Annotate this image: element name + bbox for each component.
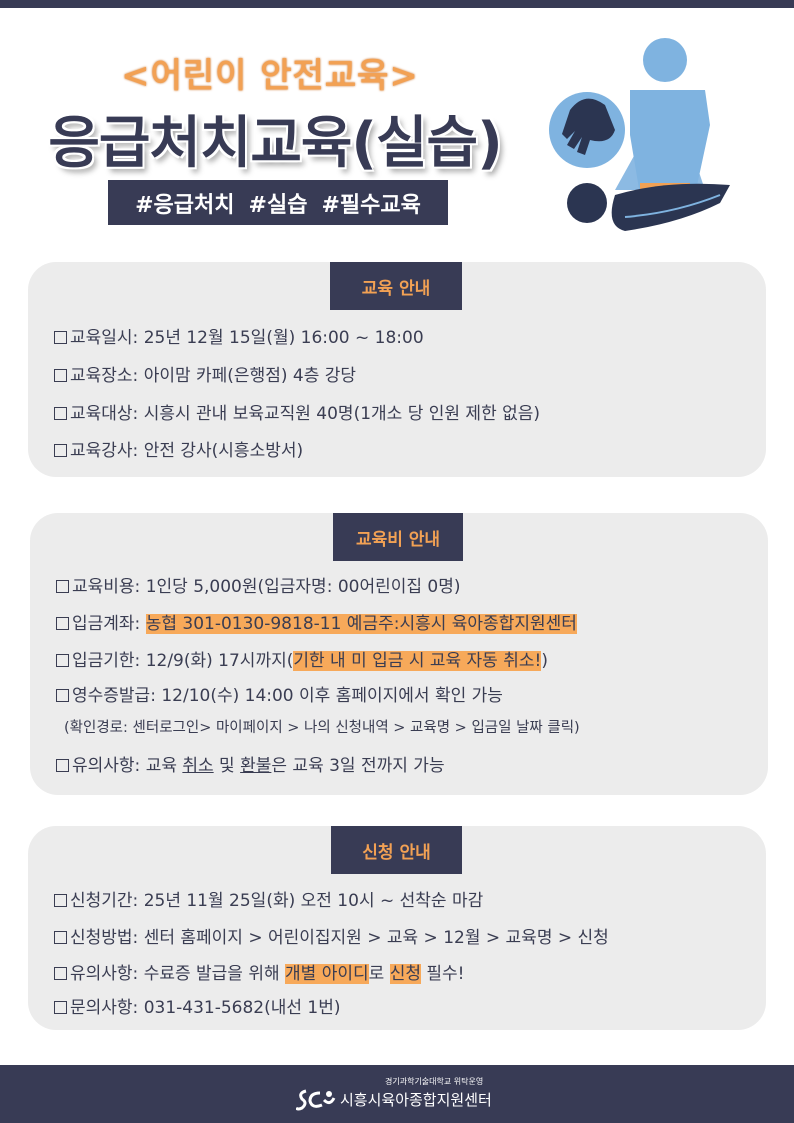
account-highlight: 농협 301-0130-9818-11 예금주:시흥시 육아종합지원센터 — [145, 614, 577, 634]
checkbox-icon — [54, 967, 67, 980]
org-name: 시흥시육아종합지원센터 — [340, 1091, 492, 1109]
underlined-text: 취소 — [182, 756, 214, 776]
receipt-row: 영수증발급: 12/10(수) 14:00 이후 홈페이지에서 확인 가능 — [56, 681, 503, 706]
hashtag: #응급처치 — [135, 192, 235, 218]
footer: 경기과학기술대학교 위탁운영 시흥시육아종합지원센터 — [0, 1065, 794, 1123]
method-row: 신청방법: 센터 홈페이지 > 어린이집지원 > 교육 > 12월 > 교육명 … — [54, 923, 609, 948]
section-heading: 교육비 안내 — [333, 513, 463, 561]
page-title: 응급처치교육(실습) — [48, 111, 502, 176]
info-row: 교육대상: 시흥시 관내 보육교직원 40명(1개소 당 인원 제한 없음) — [54, 399, 540, 424]
info-text: 신청기간: 25년 11월 25일(화) 오전 10시 ~ 선착순 마감 — [70, 891, 484, 911]
period-row: 신청기간: 25년 11월 25일(화) 오전 10시 ~ 선착순 마감 — [54, 886, 483, 911]
checkbox-icon — [54, 894, 67, 907]
info-label: 입금기한: 12/9(화) 17시까지( — [72, 651, 294, 671]
checkbox-icon — [56, 617, 69, 630]
deadline-row: 입금기한: 12/9(화) 17시까지(기한 내 미 입금 시 교육 자동 취소… — [56, 646, 548, 671]
info-text: 교육강사: 안전 강사(시흥소방서) — [70, 441, 304, 461]
cpr-illustration-icon — [549, 38, 730, 231]
sci-logo-icon — [296, 1089, 336, 1111]
paren: ) — [541, 651, 548, 671]
info-text: 교육비용: 1인당 5,000원(입금자명: 00어린이집 0명) — [72, 577, 461, 597]
highlight-text: 신청 — [389, 964, 421, 984]
info-text: 교육장소: 아이맘 카페(은행점) 4층 강당 — [70, 366, 357, 386]
hashtag: #실습 — [248, 192, 308, 218]
info-text: 및 — [213, 756, 241, 776]
info-text: 교육일시: 25년 12월 15일(월) 16:00 ~ 18:00 — [70, 328, 424, 348]
info-text: 영수증발급: 12/10(수) 14:00 이후 홈페이지에서 확인 가능 — [72, 686, 503, 706]
info-text: 신청방법: 센터 홈페이지 > 어린이집지원 > 교육 > 12월 > 교육명 … — [70, 928, 609, 948]
checkbox-icon — [54, 331, 67, 344]
info-text: 문의사항: 031-431-5682(내선 1번) — [70, 998, 341, 1018]
operator-text: 경기과학기술대학교 위탁운영 — [385, 1077, 484, 1086]
highlight-text: 개별 아이디 — [285, 964, 369, 984]
info-row: 교육강사: 안전 강사(시흥소방서) — [54, 436, 303, 461]
section-heading: 교육 안내 — [330, 262, 462, 310]
receipt-path: (확인경로: 센터로그인> 마이페이지 > 나의 신청내역 > 교육명 > 입금… — [64, 720, 580, 736]
hashtag-banner: #응급처치 #실습 #필수교육 — [108, 180, 448, 225]
checkbox-icon — [56, 759, 69, 772]
hashtag: #필수교육 — [321, 192, 421, 218]
section-heading: 신청 안내 — [331, 826, 462, 874]
note-row: 유의사항: 수료증 발급을 위해 개별 아이디로 신청 필수! — [54, 959, 464, 984]
info-row: 교육장소: 아이맘 카페(은행점) 4층 강당 — [54, 361, 356, 386]
info-text: 필수! — [420, 964, 465, 984]
account-row: 입금계좌: 농협 301-0130-9818-11 예금주:시흥시 육아종합지원… — [56, 609, 577, 634]
subtitle: <어린이 안전교육> — [121, 56, 419, 96]
fee-row: 교육비용: 1인당 5,000원(입금자명: 00어린이집 0명) — [56, 572, 461, 597]
checkbox-icon — [54, 1001, 67, 1014]
checkbox-icon — [56, 580, 69, 593]
info-text: 유의사항: 수료증 발급을 위해 — [70, 964, 286, 984]
info-text: 교육대상: 시흥시 관내 보육교직원 40명(1개소 당 인원 제한 없음) — [70, 404, 541, 424]
checkbox-icon — [56, 689, 69, 702]
info-text: 로 — [368, 964, 390, 984]
note-row: 유의사항: 교육 취소 및 환불은 교육 3일 전까지 가능 — [56, 751, 445, 776]
checkbox-icon — [54, 407, 67, 420]
checkbox-icon — [56, 654, 69, 667]
checkbox-icon — [54, 444, 67, 457]
info-text: 유의사항: 교육 — [72, 756, 183, 776]
info-label: 입금계좌: — [72, 614, 146, 634]
info-text: 은 교육 3일 전까지 가능 — [271, 756, 445, 776]
contact-row: 문의사항: 031-431-5682(내선 1번) — [54, 993, 341, 1018]
info-row: 교육일시: 25년 12월 15일(월) 16:00 ~ 18:00 — [54, 323, 424, 348]
checkbox-icon — [54, 369, 67, 382]
deadline-warning: 기한 내 미 입금 시 교육 자동 취소! — [293, 651, 542, 671]
underlined-text: 환불 — [240, 756, 272, 776]
top-bar — [0, 0, 794, 8]
checkbox-icon — [54, 931, 67, 944]
